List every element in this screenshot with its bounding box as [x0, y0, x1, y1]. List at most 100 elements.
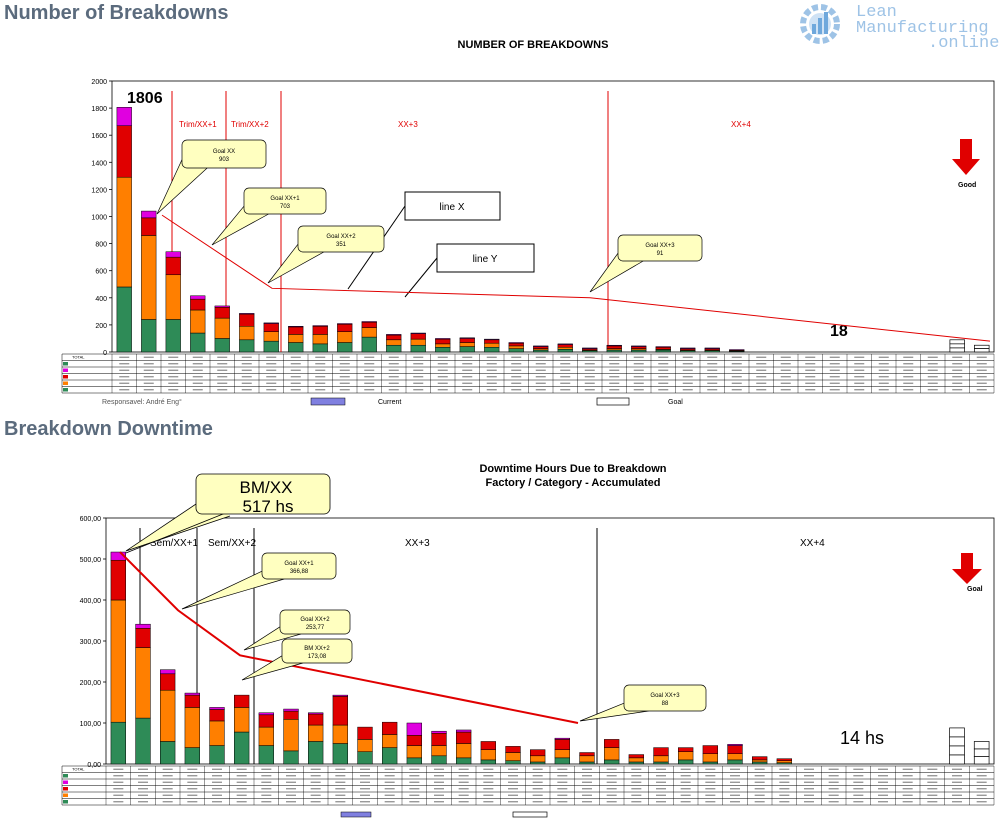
- callout-title: Goal XX+2: [326, 234, 356, 240]
- table-cell: [804, 768, 814, 770]
- bar-segment: [557, 349, 573, 353]
- table-cell: [335, 801, 346, 803]
- callout-box: [281, 638, 353, 664]
- table-cell: [584, 369, 595, 371]
- bar-segment: [184, 692, 200, 696]
- bar-segment: [484, 338, 500, 341]
- bar-segment: [606, 349, 622, 353]
- bar-segment: [484, 339, 500, 344]
- table-cell: [286, 801, 296, 803]
- bar-segment: [116, 176, 132, 288]
- table-cell: [119, 356, 130, 358]
- table-cell: [458, 801, 469, 803]
- period-label: Sem/XX+1: [150, 538, 199, 549]
- bar-segment: [752, 759, 768, 763]
- goal-label: Goal: [668, 399, 683, 406]
- table-cell: [462, 389, 473, 391]
- table-cell: [339, 376, 350, 378]
- table-cell: [952, 389, 963, 391]
- table-cell: [486, 389, 497, 391]
- table-cell: [609, 376, 620, 378]
- bar-segment: [283, 710, 299, 720]
- table-cell: [187, 788, 198, 790]
- bar-segment: [386, 334, 402, 336]
- table-cell: [192, 369, 203, 371]
- table-cell: [360, 794, 370, 796]
- table-cell: [756, 382, 767, 384]
- goal-callout: Goal XX+1 366,88: [181, 552, 337, 610]
- table-cell: [217, 356, 228, 358]
- table-cell: [705, 775, 716, 777]
- period-label: XX+4: [731, 120, 751, 129]
- bar-segment: [258, 726, 274, 746]
- table-cell: [631, 788, 642, 790]
- bar-segment: [727, 759, 743, 765]
- table-cell: [360, 768, 370, 770]
- table-cell: [680, 775, 691, 777]
- bar-segment: [332, 743, 348, 765]
- bar-segment: [332, 724, 348, 744]
- table-cell: [828, 781, 839, 783]
- table-cell: [483, 768, 494, 770]
- bar-segment: [214, 307, 230, 319]
- table-cell: [730, 775, 740, 777]
- bar-segment: [579, 755, 595, 763]
- table-cell: [236, 788, 247, 790]
- goal-swatch: [596, 397, 630, 406]
- table-cell: [212, 775, 222, 777]
- table-cell: [290, 376, 301, 378]
- table-cell: [486, 382, 497, 384]
- table-cell: [168, 389, 179, 391]
- bar-segment: [530, 761, 546, 765]
- bar-segment: [234, 731, 250, 765]
- table-cell: [388, 389, 399, 391]
- y-tick-label: 100,00: [80, 721, 102, 728]
- bar-segment: [727, 753, 743, 761]
- bar-segment: [283, 750, 299, 765]
- table-cell: [462, 382, 473, 384]
- table-cell: [236, 781, 247, 783]
- period-label: Trim/XX+1: [179, 120, 217, 129]
- bar-segment: [263, 340, 279, 353]
- table-cell: [828, 768, 839, 770]
- table-cell: [680, 781, 691, 783]
- bar-segment: [239, 339, 255, 353]
- callout-box: [623, 684, 707, 712]
- bar-segment: [209, 709, 225, 722]
- table-cell: [631, 781, 642, 783]
- table-cell: [339, 356, 350, 358]
- bar-segment: [135, 628, 151, 648]
- bar-segment: [337, 323, 353, 325]
- bar-segment: [480, 759, 496, 765]
- bar-segment: [606, 344, 622, 347]
- table-cell: [976, 801, 987, 803]
- table-cell: [853, 768, 864, 770]
- bar-segment: [160, 689, 176, 742]
- table-cell: [756, 376, 767, 378]
- table-cell: [631, 801, 642, 803]
- bar-segment: [258, 714, 274, 728]
- table-cell: [780, 376, 791, 378]
- bar-segment: [949, 727, 965, 738]
- table-cell: [119, 363, 130, 365]
- table-cell: [212, 781, 222, 783]
- bar-segment: [312, 343, 328, 353]
- table-cell: [212, 794, 222, 796]
- bar-segment: [190, 332, 206, 353]
- table-cell: [192, 356, 203, 358]
- bar-segment: [160, 669, 176, 675]
- peak-label: 1806: [127, 90, 163, 107]
- table-cell: [511, 389, 522, 391]
- bar-segment: [141, 235, 157, 320]
- bar-segment: [949, 754, 965, 765]
- bar-segment: [974, 344, 990, 349]
- table-cell: [192, 376, 203, 378]
- table-cell: [560, 382, 571, 384]
- bar-segment: [533, 345, 549, 347]
- bar-segment: [263, 331, 279, 342]
- bar-segment: [431, 733, 447, 746]
- bar-segment: [110, 559, 126, 601]
- good-label: Good: [958, 182, 976, 189]
- callout-pointer: [589, 252, 644, 293]
- table-cell: [952, 801, 962, 803]
